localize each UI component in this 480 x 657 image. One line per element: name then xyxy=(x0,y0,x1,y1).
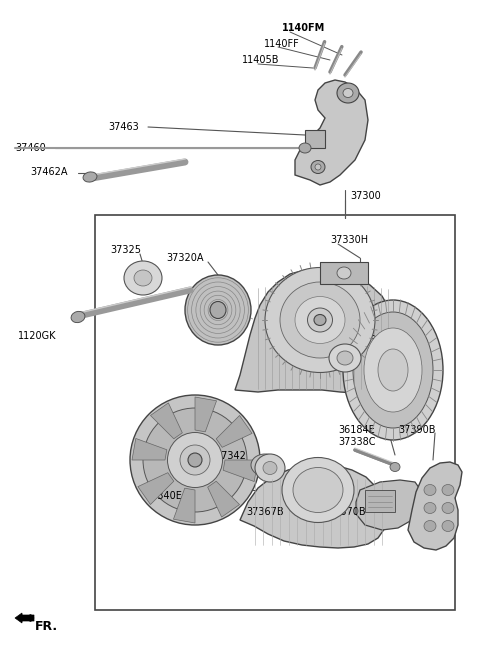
Ellipse shape xyxy=(315,164,321,170)
Ellipse shape xyxy=(311,160,325,173)
Ellipse shape xyxy=(337,83,359,103)
Ellipse shape xyxy=(299,143,311,153)
Text: 37300: 37300 xyxy=(350,191,381,201)
Ellipse shape xyxy=(424,484,436,495)
Ellipse shape xyxy=(329,344,361,372)
Text: 1140FM: 1140FM xyxy=(282,23,325,33)
Ellipse shape xyxy=(424,520,436,532)
Ellipse shape xyxy=(185,275,251,345)
Ellipse shape xyxy=(188,453,202,467)
Ellipse shape xyxy=(353,312,433,428)
Text: 37350: 37350 xyxy=(358,335,389,345)
Polygon shape xyxy=(216,415,252,447)
Ellipse shape xyxy=(251,454,279,476)
Ellipse shape xyxy=(280,282,360,358)
Bar xyxy=(95,215,455,610)
Text: 37342: 37342 xyxy=(215,451,246,461)
Polygon shape xyxy=(408,462,462,550)
Text: 1120GK: 1120GK xyxy=(18,331,57,341)
Ellipse shape xyxy=(295,296,345,344)
Ellipse shape xyxy=(364,328,422,412)
Text: FR.: FR. xyxy=(35,620,58,633)
Polygon shape xyxy=(150,403,182,439)
Text: 36184E: 36184E xyxy=(338,425,375,435)
Text: 37338C: 37338C xyxy=(338,437,375,447)
Ellipse shape xyxy=(442,503,454,514)
Text: 37325: 37325 xyxy=(110,245,141,255)
Bar xyxy=(305,130,325,148)
Ellipse shape xyxy=(263,461,277,474)
Ellipse shape xyxy=(71,311,85,323)
Text: 37320A: 37320A xyxy=(166,253,204,263)
Ellipse shape xyxy=(83,172,97,182)
Ellipse shape xyxy=(314,315,326,325)
Ellipse shape xyxy=(130,395,260,525)
Text: 37340E: 37340E xyxy=(145,491,182,501)
Ellipse shape xyxy=(343,89,353,97)
Ellipse shape xyxy=(143,408,247,512)
Ellipse shape xyxy=(282,457,354,522)
Ellipse shape xyxy=(337,351,353,365)
Text: 37463: 37463 xyxy=(108,122,139,132)
Ellipse shape xyxy=(210,302,226,319)
Polygon shape xyxy=(195,397,216,432)
Text: 37367B: 37367B xyxy=(246,507,284,517)
Text: 1140FF: 1140FF xyxy=(264,39,300,49)
Polygon shape xyxy=(295,80,368,185)
Ellipse shape xyxy=(308,308,333,332)
Ellipse shape xyxy=(337,267,351,279)
Ellipse shape xyxy=(124,261,162,295)
Text: 11405B: 11405B xyxy=(242,55,279,65)
Ellipse shape xyxy=(293,468,343,512)
Polygon shape xyxy=(138,472,174,505)
Ellipse shape xyxy=(442,484,454,495)
Ellipse shape xyxy=(424,503,436,514)
Text: 37370B: 37370B xyxy=(328,507,366,517)
Text: 37390B: 37390B xyxy=(398,425,435,435)
Bar xyxy=(365,490,395,512)
Text: 37334: 37334 xyxy=(305,340,336,350)
Text: 37460: 37460 xyxy=(15,143,46,153)
Polygon shape xyxy=(173,488,195,523)
Polygon shape xyxy=(240,465,388,548)
Polygon shape xyxy=(132,438,167,460)
Polygon shape xyxy=(208,481,240,517)
Text: 37330H: 37330H xyxy=(330,235,368,245)
Ellipse shape xyxy=(343,300,443,440)
Polygon shape xyxy=(235,268,396,393)
Polygon shape xyxy=(15,613,34,623)
Bar xyxy=(320,262,368,284)
Polygon shape xyxy=(223,460,258,482)
Ellipse shape xyxy=(168,432,223,487)
Ellipse shape xyxy=(390,463,400,472)
Ellipse shape xyxy=(378,349,408,391)
Ellipse shape xyxy=(134,270,152,286)
Ellipse shape xyxy=(442,520,454,532)
Ellipse shape xyxy=(255,454,285,482)
Ellipse shape xyxy=(265,267,375,373)
Text: 37462A: 37462A xyxy=(30,167,68,177)
Polygon shape xyxy=(356,480,422,530)
Ellipse shape xyxy=(180,445,210,475)
